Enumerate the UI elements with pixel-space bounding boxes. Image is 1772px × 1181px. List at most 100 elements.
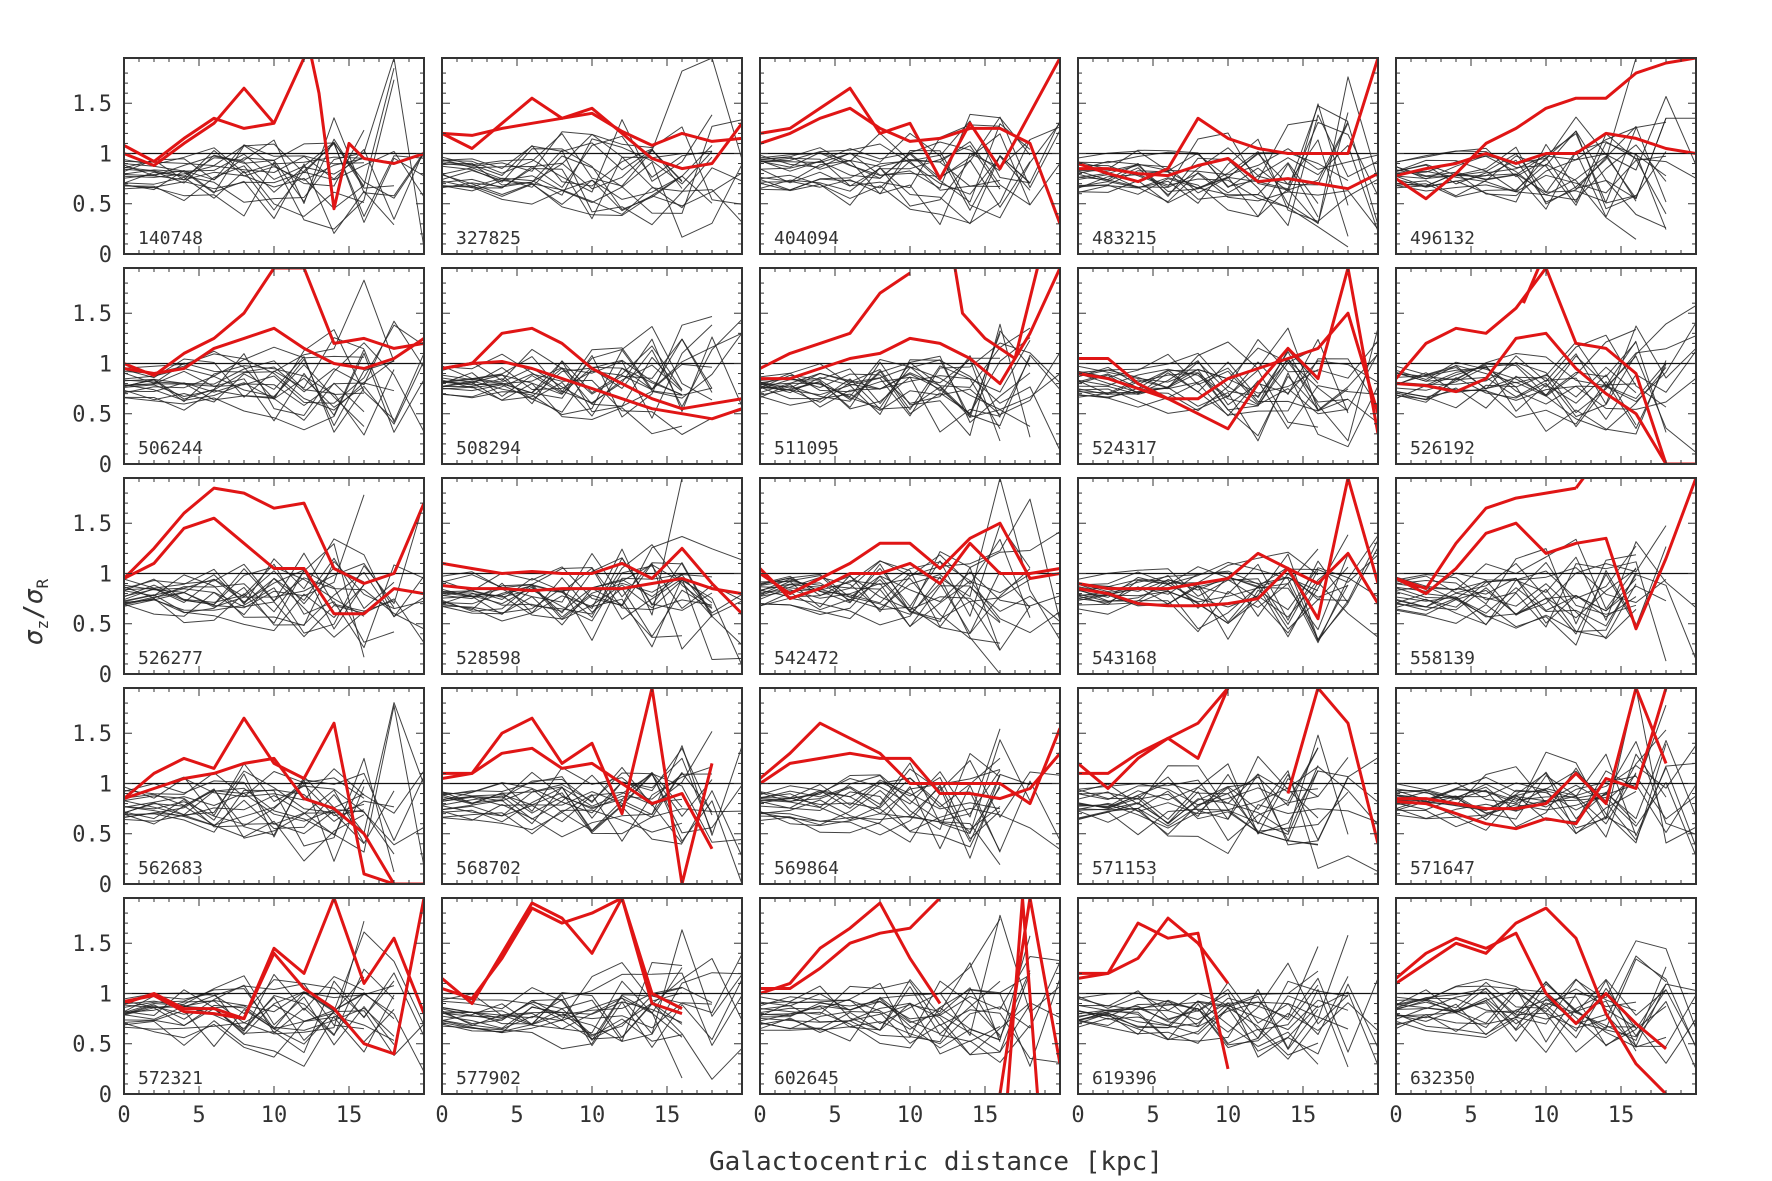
sample-curve xyxy=(760,780,1060,852)
panel-frame xyxy=(441,57,743,255)
panel-543168: 543168 xyxy=(1077,477,1379,675)
highlight-curve-2 xyxy=(760,106,1060,225)
sample-curve xyxy=(1078,980,1349,1049)
x-tick-label: 0 xyxy=(753,1103,766,1128)
highlight-curve-2 xyxy=(760,541,1060,601)
sample-curve xyxy=(1396,329,1637,397)
sample-curve xyxy=(1396,978,1696,1047)
sample-curve xyxy=(760,160,1001,191)
panel-571153: 571153 xyxy=(1077,687,1379,885)
sample-curve xyxy=(124,538,424,618)
sample-curve xyxy=(442,148,713,210)
sample-curve xyxy=(1396,548,1637,625)
sample-curve xyxy=(1078,534,1349,634)
sample-curve xyxy=(1078,1007,1319,1056)
panel-id-label: 483215 xyxy=(1092,228,1157,249)
sample-curve xyxy=(1396,978,1637,1008)
sample-curve xyxy=(760,357,1031,433)
sample-curve xyxy=(760,806,1001,830)
panel-496132: 496132 xyxy=(1395,57,1697,255)
highlight-curve-1 xyxy=(760,58,1060,181)
panel-id-label: 577902 xyxy=(456,1068,521,1089)
plot-area xyxy=(442,898,742,1080)
sample-curve xyxy=(124,931,424,1045)
highlight-curve-1 xyxy=(1078,58,1378,184)
sample-curve xyxy=(1078,554,1349,631)
sample-curve xyxy=(124,584,365,632)
sample-curve xyxy=(442,149,683,190)
sample-curve xyxy=(1078,139,1349,237)
sample-curve xyxy=(124,360,395,436)
highlight-curve-1 xyxy=(1396,688,1668,811)
sample-curve xyxy=(124,365,365,403)
sample-curve xyxy=(1078,757,1349,835)
highlight-curve-2 xyxy=(442,577,742,596)
sample-curve xyxy=(1078,551,1319,586)
sample-curve xyxy=(1396,353,1667,400)
panel-id-label: 496132 xyxy=(1410,228,1475,249)
sample-curve xyxy=(442,972,742,1046)
sample-curve xyxy=(1396,366,1637,398)
sample-curve xyxy=(760,571,1060,607)
highlight-curve-2 xyxy=(760,268,1060,386)
sample-curve xyxy=(1396,133,1637,204)
y-tick-label: 1 xyxy=(99,772,112,797)
plot-area xyxy=(760,898,1060,1094)
sample-curve xyxy=(1396,335,1696,414)
x-tick-label: 0 xyxy=(1071,1103,1084,1128)
sample-curve xyxy=(1396,772,1637,834)
sample-curve xyxy=(442,332,742,407)
sample-curve xyxy=(1078,372,1378,448)
highlight-curve-2 xyxy=(442,898,683,1010)
y-tick-label: 1 xyxy=(99,562,112,587)
sample-curve xyxy=(124,163,395,234)
sample-curve xyxy=(442,929,742,1035)
highlight-curve-1 xyxy=(760,721,1060,806)
panel-542472: 542472 xyxy=(759,477,1061,675)
sample-curve xyxy=(760,774,1001,859)
highlight-curve-1 xyxy=(1396,268,1696,464)
sample-curve xyxy=(124,142,424,199)
x-tick-label: 5 xyxy=(1146,1103,1159,1128)
highlight-curve-1 xyxy=(124,716,424,884)
sample-curve xyxy=(124,814,365,862)
highlight-curve-1 xyxy=(124,268,424,377)
sample-curve xyxy=(442,58,742,187)
panel-508294: 508294 xyxy=(441,267,743,465)
sample-curve xyxy=(442,363,713,417)
sample-curve xyxy=(1078,935,1349,1060)
highlight-curve-2 xyxy=(1396,331,1696,464)
y-label-sigma: σ xyxy=(19,629,49,645)
sample-curve xyxy=(1396,583,1637,640)
sample-curve xyxy=(1396,563,1637,619)
sample-curve xyxy=(1078,1001,1349,1041)
sample-curve xyxy=(760,956,1060,1031)
sample-curve xyxy=(1078,755,1319,820)
x-tick-label: 15 xyxy=(654,1103,681,1128)
sample-curve xyxy=(442,792,713,835)
plot-area xyxy=(124,486,424,658)
panel-id-label: 327825 xyxy=(456,228,521,249)
highlight-curve-2 xyxy=(442,111,742,147)
sample-curve xyxy=(442,356,683,413)
x-tick-label: 15 xyxy=(972,1103,999,1128)
highlight-curve-2 xyxy=(760,751,1060,801)
highlight-curve-extra-1 xyxy=(1574,478,1585,489)
sample-curve xyxy=(1396,940,1696,1043)
highlight-curve-2 xyxy=(1078,688,1378,845)
plot-area xyxy=(124,898,424,1073)
sample-curve xyxy=(1078,162,1319,204)
panel-568702: 568702 xyxy=(441,687,743,885)
sample-curve xyxy=(124,342,424,433)
sample-curve xyxy=(124,563,424,630)
panel-id-label: 506244 xyxy=(138,438,203,459)
sample-curve xyxy=(760,116,1060,189)
y-tick-label: 0.5 xyxy=(72,613,112,638)
sample-curve xyxy=(1396,350,1696,420)
panel-id-label: 140748 xyxy=(138,228,203,249)
sample-curve xyxy=(1396,783,1696,833)
sample-curve xyxy=(760,986,1001,1042)
panel-632350: 632350 0 5 10 15 xyxy=(1389,897,1697,1128)
sample-curve xyxy=(760,574,1001,651)
sample-curve xyxy=(760,974,1031,1030)
